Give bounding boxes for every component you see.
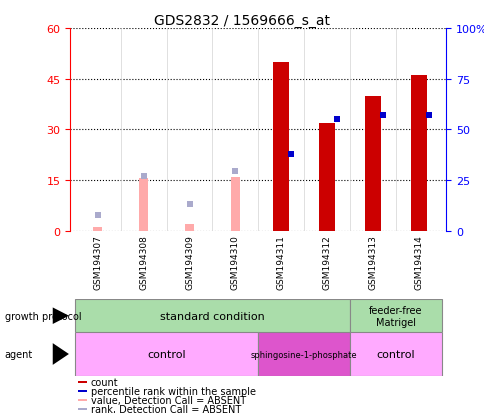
Text: control: control: [147, 349, 185, 359]
Polygon shape: [53, 343, 69, 365]
Text: GSM194311: GSM194311: [276, 235, 285, 290]
Bar: [75, 332, 257, 376]
Text: count: count: [91, 377, 119, 387]
Bar: [93, 228, 102, 231]
Bar: [77, 399, 87, 401]
Polygon shape: [53, 308, 69, 324]
Bar: [77, 408, 87, 410]
Bar: [349, 332, 441, 376]
Bar: [185, 225, 194, 231]
Bar: [364, 96, 380, 231]
Text: percentile rank within the sample: percentile rank within the sample: [91, 387, 256, 396]
Text: growth protocol: growth protocol: [5, 311, 81, 321]
Text: standard condition: standard condition: [160, 311, 264, 321]
Bar: [257, 332, 349, 376]
Text: GSM194307: GSM194307: [93, 235, 102, 290]
Text: GSM194314: GSM194314: [413, 235, 423, 289]
Text: GSM194310: GSM194310: [230, 235, 240, 290]
Text: feeder-free
Matrigel: feeder-free Matrigel: [368, 305, 422, 327]
Bar: [77, 390, 87, 392]
Text: GSM194313: GSM194313: [368, 235, 377, 290]
Bar: [230, 177, 239, 231]
Text: GSM194312: GSM194312: [322, 235, 331, 289]
Text: control: control: [376, 349, 414, 359]
Text: GDS2832 / 1569666_s_at: GDS2832 / 1569666_s_at: [154, 14, 330, 28]
Bar: [349, 299, 441, 332]
Text: GSM194308: GSM194308: [139, 235, 148, 290]
Text: value, Detection Call = ABSENT: value, Detection Call = ABSENT: [91, 395, 245, 405]
Bar: [318, 123, 334, 231]
Bar: [410, 76, 426, 231]
Bar: [139, 179, 148, 231]
Bar: [75, 299, 349, 332]
Text: agent: agent: [5, 349, 33, 359]
Text: sphingosine-1-phosphate: sphingosine-1-phosphate: [250, 350, 357, 358]
Text: GSM194309: GSM194309: [184, 235, 194, 290]
Text: rank, Detection Call = ABSENT: rank, Detection Call = ABSENT: [91, 404, 241, 413]
Bar: [272, 63, 288, 231]
Bar: [77, 381, 87, 383]
